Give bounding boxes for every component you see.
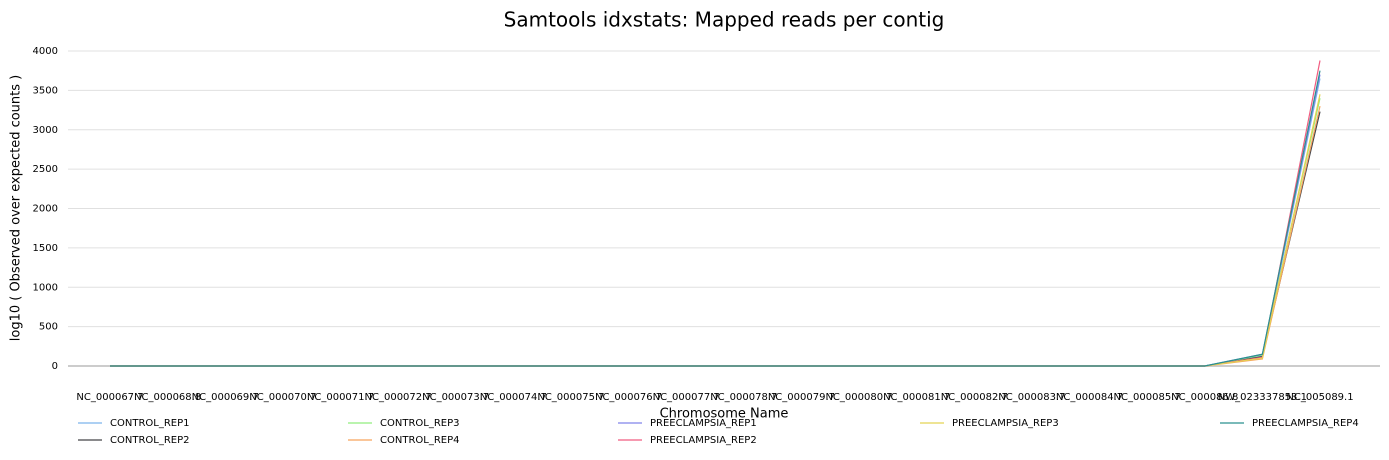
x-tick-label: NC_000081.7 [883,392,950,403]
legend-label: CONTROL_REP1 [110,418,190,429]
x-tick-label: NC_000075.7 [537,392,604,403]
x-tick-label: NC_005089.1 [1286,392,1353,403]
x-tick-label: NC_000078.7 [710,392,777,403]
x-tick-label: NC_000074.7 [480,392,547,403]
y-tick-label: 1500 [33,243,58,254]
series-line [110,94,1321,367]
x-tick-label: NC_000069.7 [192,392,259,403]
series-line [110,70,1321,367]
y-tick-label: 3500 [33,85,58,96]
series-line [110,74,1321,367]
x-tick-label: NC_000079.7 [768,392,835,403]
x-tick-label: NC_000077.7 [653,392,720,403]
series-line [110,60,1321,367]
y-tick-label: 3000 [33,125,58,136]
y-tick-label: 2000 [33,204,58,215]
x-tick-label: NC_000084.7 [1056,392,1123,403]
y-tick-label: 0 [52,361,58,372]
x-tick-label: NC_000067.7 [76,392,143,403]
legend-label: PREECLAMPSIA_REP4 [1252,418,1359,429]
x-axis-title: Chromosome Name [660,407,789,422]
x-tick-label: NC_000080.7 [825,392,892,403]
x-tick-label: NC_000070.7 [249,392,316,403]
legend-label: PREECLAMPSIA_REP3 [952,418,1059,429]
legend-label: CONTROL_REP2 [110,435,190,446]
x-tick-label: NC_000076.7 [595,392,662,403]
x-tick-label: NC_000083.7 [998,392,1065,403]
legend-label: CONTROL_REP3 [380,418,460,429]
legend-label: PREECLAMPSIA_REP1 [650,418,757,429]
y-tick-label: 2500 [33,164,58,175]
series-line [110,98,1321,367]
legend-label: PREECLAMPSIA_REP2 [650,435,757,446]
series-line [110,78,1321,367]
y-tick-label: 1000 [33,282,58,293]
y-axis-title: log10 ( Observed over expected counts ) [9,75,24,342]
y-tick-label: 500 [39,322,58,333]
x-tick-label: NW_023337853.1 [1218,392,1307,403]
legend-label: CONTROL_REP4 [380,435,460,446]
x-tick-label: NC_000082.7 [941,392,1008,403]
chart-title: Samtools idxstats: Mapped reads per cont… [504,8,945,32]
x-tick-label: NC_000085.7 [1114,392,1181,403]
x-tick-label: NC_000072.7 [365,392,432,403]
y-tick-label: 4000 [33,46,58,57]
x-tick-label: NC_000086.8 [1171,392,1238,403]
x-tick-label: NC_000073.7 [422,392,489,403]
series-line [110,111,1321,367]
x-tick-label: NC_000071.7 [307,392,374,403]
x-tick-label: NC_000068.8 [134,392,201,403]
